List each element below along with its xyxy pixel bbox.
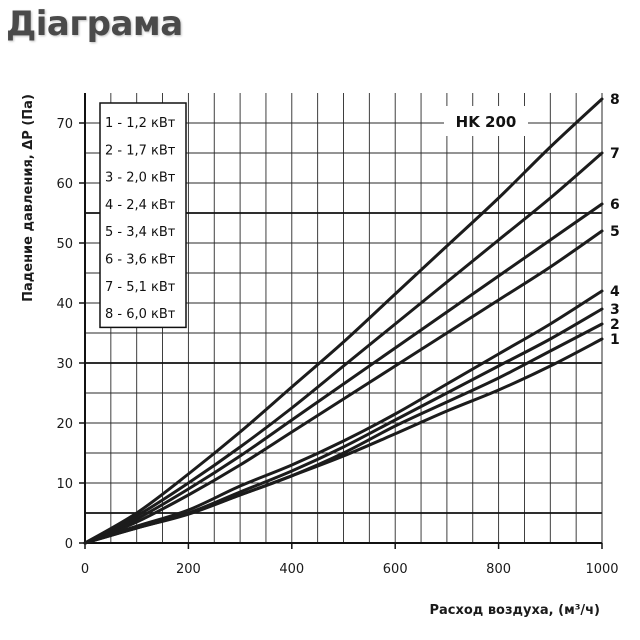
y-axis-label: Падение давления, ΔP (Па)	[21, 94, 36, 302]
y-tick-label: 40	[56, 297, 73, 312]
curve-3	[83, 307, 604, 545]
curve-label-4: 4	[610, 284, 620, 300]
legend-item: 8 - 6,0 кВт	[105, 307, 176, 322]
y-tick-label: 20	[56, 417, 73, 432]
x-tick-label: 0	[81, 562, 89, 577]
curve-label-3: 3	[610, 302, 620, 318]
x-tick-label: 400	[279, 562, 304, 577]
curve-labels: 123 4 5 6 7 8	[610, 92, 620, 348]
y-tick-label: 30	[56, 357, 73, 372]
model-badge-text: HK 200	[456, 113, 517, 131]
page-title: Діаграма	[6, 4, 183, 44]
legend-item: 2 - 1,7 кВт	[105, 143, 176, 158]
y-tick-label: 50	[56, 237, 73, 252]
axes	[84, 93, 603, 544]
x-tick-labels: 0 200 400 600 800 1000	[81, 543, 619, 577]
curve-label-1: 1	[610, 332, 620, 348]
curve-8	[83, 97, 604, 545]
legend-item: 7 - 5,1 кВт	[105, 280, 176, 295]
legend-item: 4 - 2,4 кВт	[105, 198, 176, 213]
curves	[83, 97, 604, 545]
legend-item: 1 - 1,2 кВт	[105, 116, 176, 131]
y-tick-label: 60	[56, 177, 73, 192]
curve-5	[83, 229, 604, 545]
curve-label-7: 7	[610, 146, 620, 162]
x-tick-label: 800	[486, 562, 511, 577]
x-tick-label: 200	[176, 562, 201, 577]
curve-7	[83, 151, 604, 545]
legend-item: 5 - 3,4 кВт	[105, 225, 176, 240]
y-tick-label: 10	[56, 477, 73, 492]
curve-label-6: 6	[610, 197, 620, 213]
y-tick-label: 0	[65, 537, 73, 552]
legend-box	[99, 102, 187, 329]
model-badge-bg	[444, 106, 528, 136]
legend: 1 - 1,2 кВт 2 - 1,7 кВт 3 - 2,0 кВт 4 - 2,4…	[99, 102, 187, 329]
curve-6	[83, 202, 604, 545]
y-tick-label: 70	[56, 117, 73, 132]
legend-item: 3 - 2,0 кВт	[105, 171, 176, 186]
curve-4	[83, 289, 604, 545]
curve-label-2: 2	[610, 317, 620, 333]
model-badge: HK 200	[444, 106, 528, 136]
x-tick-label: 1000	[585, 562, 618, 577]
y-tick-labels: 0 10 20 30 40 50 60 70	[56, 117, 85, 552]
curve-label-8: 8	[610, 92, 620, 108]
x-tick-label: 600	[383, 562, 408, 577]
x-axis-label: Расход воздуха, (м³/ч)	[429, 603, 600, 618]
curve-label-5: 5	[610, 224, 620, 240]
legend-item: 6 - 3,6 кВт	[105, 253, 176, 268]
